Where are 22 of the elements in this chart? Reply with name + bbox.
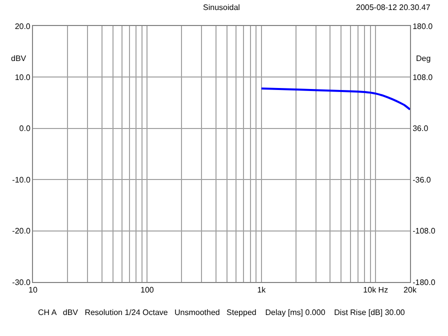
text: CH A dBV Resolution 1/24 Octave Unsmoothed Stepped Delay [ms] 0.000 Dist Rise [dB] 30.00 (38, 308, 406, 317)
x-tick-label: 100 (140, 286, 154, 295)
x-tick-label: 1k (257, 286, 267, 295)
y2-axis-title: Deg (416, 54, 431, 63)
y-tick-label: 20.0 (14, 22, 31, 31)
chart-subtitle: 2005-08-12 20.30.47 (356, 3, 431, 12)
chart-title: Sinusoidal (203, 3, 240, 12)
y-tick-label: -30.0 (12, 278, 31, 287)
x-tick-label: 20k (404, 286, 418, 295)
x-tick-label: 10k Hz (363, 286, 388, 295)
y2-tick-label: -36.0 (412, 175, 432, 184)
y-tick-label: -20.0 (12, 226, 31, 236)
y2-tick-label: -108.0 (412, 226, 436, 236)
x-tick-label: 10 (28, 286, 38, 295)
y2-tick-label: 36.0 (412, 124, 429, 134)
y2-tick-label: -180.0 (412, 278, 436, 287)
y-tick-label: -10.0 (12, 175, 31, 184)
y-axis-title: dBV (11, 54, 27, 63)
y2-tick-label: 108.0 (412, 73, 434, 82)
y-tick-label: 10.0 (14, 73, 31, 82)
y-tick-label: 0.0 (19, 124, 31, 134)
y2-tick-label: 180.0 (412, 22, 434, 31)
